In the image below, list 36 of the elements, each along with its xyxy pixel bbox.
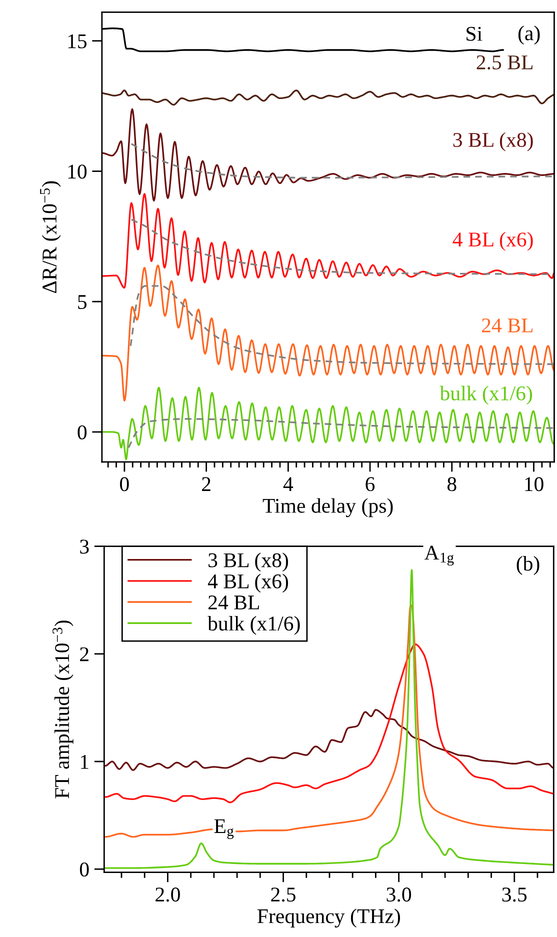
x-axis-title: Time delay (ps) bbox=[262, 498, 393, 518]
series-label: Si bbox=[466, 26, 482, 41]
series-label: 3 BL (x8) bbox=[453, 132, 533, 152]
annotation: A$_{1g}$ bbox=[424, 546, 454, 566]
legend-label: bulk (x1/6) bbox=[208, 616, 300, 635]
legend-label: 3 BL (x8) bbox=[208, 552, 288, 572]
x-tick-label: 2.5 bbox=[271, 888, 296, 902]
x-tick-label: 0 bbox=[120, 477, 129, 492]
x-tick-label: 10 bbox=[525, 477, 544, 492]
series-label: 4 BL (x6) bbox=[452, 232, 533, 251]
x-tick-label: 6 bbox=[366, 477, 375, 492]
y-tick-label: 15 bbox=[68, 34, 87, 48]
series-label: 2.5 BL bbox=[476, 55, 532, 70]
annotation: E$_{g}$ bbox=[214, 819, 234, 839]
y-tick-label: 0 bbox=[78, 425, 87, 440]
x-tick-label: 3.0 bbox=[386, 888, 412, 902]
x-axis-title: Frequency (THz) bbox=[257, 908, 400, 928]
annotation: (b) bbox=[516, 556, 540, 575]
x-tick-label: 2 bbox=[202, 477, 210, 491]
y-axis-title: FT amplitude (x10$^{−3}$) bbox=[52, 620, 74, 798]
x-tick-label: 8 bbox=[447, 477, 456, 492]
y-tick-label: 2 bbox=[80, 647, 88, 662]
x-tick-label: 2.0 bbox=[156, 888, 180, 902]
legend-label: 4 BL (x6) bbox=[208, 574, 288, 593]
y-tick-label: 0 bbox=[80, 862, 89, 877]
series-label: bulk (x1/6) bbox=[440, 386, 532, 405]
y-tick-label: 10 bbox=[68, 164, 87, 179]
legend-label: 24 BL bbox=[208, 596, 259, 610]
y-tick-label: 3 bbox=[80, 540, 89, 554]
series-label: 24 BL bbox=[482, 318, 532, 332]
annotation: (a) bbox=[518, 26, 540, 45]
y-tick-label: 5 bbox=[78, 295, 87, 310]
x-tick-label: 4 bbox=[283, 477, 294, 491]
x-tick-label: 3.5 bbox=[502, 888, 527, 902]
y-tick-label: 1 bbox=[80, 754, 88, 769]
y-axis-title: ΔR/R (x10$^{−5}$) bbox=[40, 181, 61, 294]
